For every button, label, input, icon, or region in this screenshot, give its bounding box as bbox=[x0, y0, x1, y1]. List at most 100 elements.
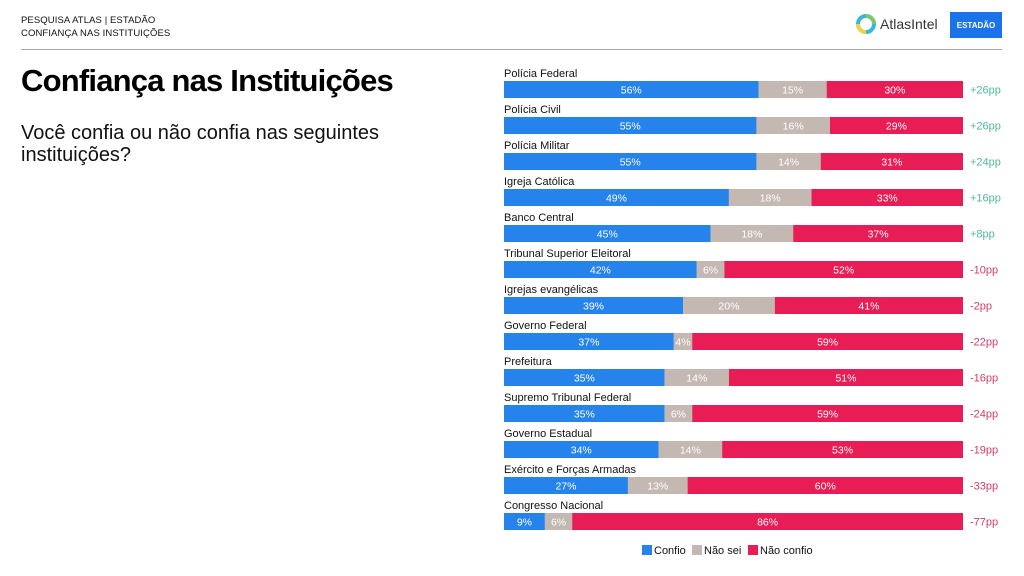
data-label: 39% bbox=[583, 301, 604, 313]
header-divider bbox=[21, 49, 1002, 50]
bar-segment-confio bbox=[504, 513, 545, 530]
net-difference-label: +26pp bbox=[970, 121, 1001, 133]
data-label: 60% bbox=[815, 481, 836, 493]
bar-segment-confio bbox=[504, 369, 665, 386]
atlasintel-logo: AtlasIntel bbox=[856, 14, 938, 34]
net-difference-label: +26pp bbox=[970, 85, 1001, 97]
data-label: 37% bbox=[868, 229, 889, 241]
data-label: 59% bbox=[817, 409, 838, 421]
bar-segment-confio bbox=[504, 117, 757, 134]
data-label: 29% bbox=[886, 121, 907, 133]
data-label: 53% bbox=[832, 445, 853, 457]
header-text: PESQUISA ATLAS | ESTADÃO CONFIANÇA NAS I… bbox=[21, 14, 170, 40]
bar-segment-confio bbox=[504, 189, 729, 206]
legend-label: Não sei bbox=[704, 545, 741, 557]
net-difference-label: -77pp bbox=[970, 517, 998, 529]
page-subtitle: Você confia ou não confia nas seguintes … bbox=[21, 122, 380, 166]
atlasintel-logo-icon bbox=[856, 14, 876, 34]
atlasintel-logo-text: AtlasIntel bbox=[880, 16, 938, 32]
bar-segment-nao-sei bbox=[710, 225, 794, 242]
data-label: 4% bbox=[675, 337, 690, 349]
data-label: 55% bbox=[620, 121, 641, 133]
data-label: 52% bbox=[833, 265, 854, 277]
data-label: 35% bbox=[574, 373, 595, 385]
net-difference-label: -10pp bbox=[970, 265, 998, 277]
category-label: Governo Federal bbox=[504, 320, 587, 332]
bar-segment-confio bbox=[504, 477, 628, 494]
net-difference-label: -24pp bbox=[970, 409, 998, 421]
bar-segment-nao-confio bbox=[826, 81, 963, 98]
data-label: 6% bbox=[703, 265, 718, 277]
category-label: Polícia Civil bbox=[504, 104, 561, 116]
category-label: Governo Estadual bbox=[504, 428, 592, 440]
page-title: Confiança nas Instituições bbox=[21, 63, 394, 98]
data-label: 86% bbox=[757, 517, 778, 529]
estadao-logo: ESTADÃO bbox=[950, 12, 1002, 38]
legend-swatch bbox=[748, 545, 758, 555]
legend-label: Não confio bbox=[760, 545, 813, 557]
data-label: 6% bbox=[551, 517, 566, 529]
data-label: 49% bbox=[606, 193, 627, 205]
bar-segment-nao-confio bbox=[722, 441, 963, 458]
data-label: 27% bbox=[555, 481, 576, 493]
bar-segment-nao-confio bbox=[572, 513, 963, 530]
bar-segment-confio bbox=[504, 81, 759, 98]
legend-swatch bbox=[642, 545, 652, 555]
data-label: 14% bbox=[686, 373, 707, 385]
bar-segment-confio bbox=[504, 441, 659, 458]
data-label: 33% bbox=[877, 193, 898, 205]
data-label: 15% bbox=[782, 85, 803, 97]
data-label: 56% bbox=[621, 85, 642, 97]
estadao-logo-text: ESTADÃO bbox=[956, 20, 996, 30]
bar-segment-nao-sei bbox=[544, 513, 573, 530]
net-difference-label: -16pp bbox=[970, 373, 998, 385]
bar-segment-nao-confio bbox=[811, 189, 963, 206]
data-label: 18% bbox=[741, 229, 762, 241]
data-label: 34% bbox=[571, 445, 592, 457]
data-label: 45% bbox=[597, 229, 618, 241]
bar-segment-nao-sei bbox=[756, 117, 830, 134]
data-label: 42% bbox=[590, 265, 611, 277]
bar-segment-confio bbox=[504, 333, 674, 350]
net-difference-label: +8pp bbox=[970, 229, 995, 241]
data-label: 6% bbox=[671, 409, 686, 421]
bar-segment-nao-sei bbox=[756, 153, 821, 170]
data-label: 13% bbox=[647, 481, 668, 493]
header-line-2: CONFIANÇA NAS INSTITUIÇÕES bbox=[21, 28, 171, 39]
data-label: 59% bbox=[817, 337, 838, 349]
bar-segment-nao-sei bbox=[664, 369, 729, 386]
data-label: 9% bbox=[517, 517, 532, 529]
legend-label: Confio bbox=[654, 545, 686, 557]
bar-segment-nao-sei bbox=[758, 81, 827, 98]
data-label: 31% bbox=[881, 157, 902, 169]
bar-segment-nao-confio bbox=[692, 333, 963, 350]
data-label: 14% bbox=[778, 157, 799, 169]
data-label: 35% bbox=[574, 409, 595, 421]
category-label: Congresso Nacional bbox=[504, 500, 603, 512]
bar-segment-nao-confio bbox=[728, 369, 963, 386]
data-label: 20% bbox=[718, 301, 739, 313]
net-difference-label: -2pp bbox=[970, 301, 992, 313]
header-line-1: PESQUISA ATLAS | ESTADÃO bbox=[21, 15, 156, 26]
net-difference-label: -33pp bbox=[970, 481, 998, 493]
data-label: 51% bbox=[835, 373, 856, 385]
data-label: 55% bbox=[620, 157, 641, 169]
bar-segment-nao-confio bbox=[829, 117, 963, 134]
bar-segment-nao-confio bbox=[820, 153, 963, 170]
net-difference-label: -19pp bbox=[970, 445, 998, 457]
bar-segment-confio bbox=[504, 153, 757, 170]
category-label: Exército e Forças Armadas bbox=[504, 464, 637, 476]
category-label: Polícia Militar bbox=[504, 140, 570, 152]
category-label: Tribunal Superior Eleitoral bbox=[504, 248, 631, 260]
bar-segment-nao-confio bbox=[692, 405, 963, 422]
bar-segment-confio bbox=[504, 297, 684, 314]
bar-segment-nao-confio bbox=[724, 261, 963, 278]
net-difference-label: +16pp bbox=[970, 193, 1001, 205]
net-difference-label: +24pp bbox=[970, 157, 1001, 169]
bar-segment-confio bbox=[504, 405, 665, 422]
category-label: Igrejas evangélicas bbox=[504, 284, 599, 296]
category-label: Banco Central bbox=[504, 212, 574, 224]
legend-swatch bbox=[692, 545, 702, 555]
bar-segment-nao-confio bbox=[793, 225, 963, 242]
